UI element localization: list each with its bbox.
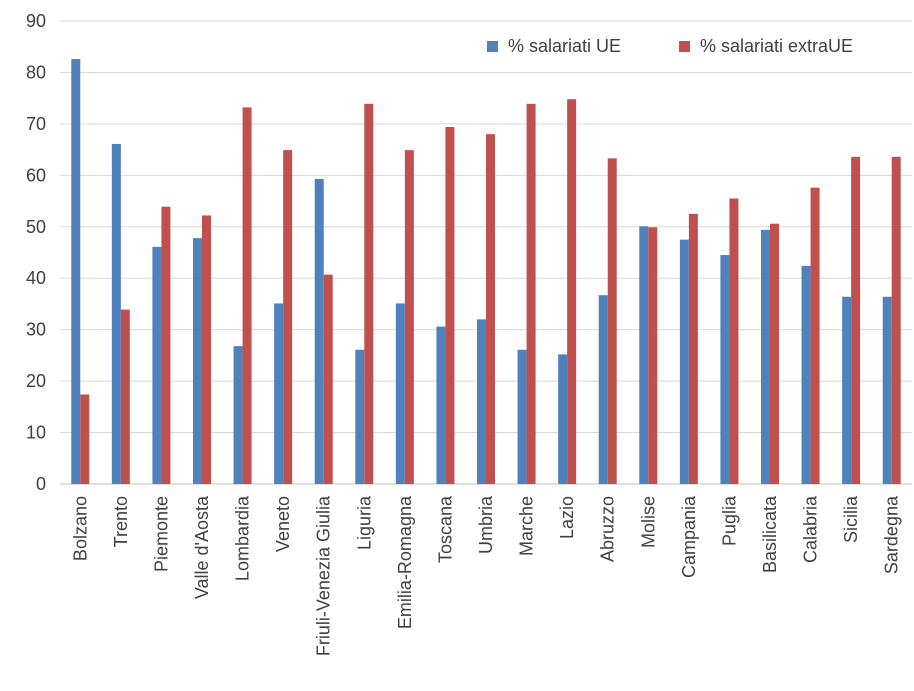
y-tick-label: 10 xyxy=(26,423,46,443)
x-category-label: Piemonte xyxy=(151,496,171,572)
bar-ue-1 xyxy=(111,143,121,485)
y-tick-label: 40 xyxy=(26,268,46,288)
bar-extraue-19 xyxy=(851,156,861,484)
bar-extraue-16 xyxy=(729,198,739,484)
bar-extraue-4 xyxy=(242,107,252,484)
legend: % salariati UE % salariati extraUE xyxy=(487,36,853,56)
y-tick-label: 20 xyxy=(26,371,46,391)
bar-extraue-13 xyxy=(607,158,617,484)
bar-extraue-18 xyxy=(810,187,820,484)
y-tick-label: 0 xyxy=(36,474,46,494)
x-axis-category-labels: Bolzano Trento Piemonte Valle d'Aosta Lombar… xyxy=(70,495,901,656)
bar-extraue-7 xyxy=(364,103,374,484)
bar-ue-9 xyxy=(436,326,446,484)
y-tick-label: 80 xyxy=(26,62,46,82)
x-category-label: Puglia xyxy=(719,495,739,546)
bar-extraue-10 xyxy=(486,134,495,484)
bar-ue-16 xyxy=(720,255,730,484)
x-category-label: Bolzano xyxy=(70,496,90,561)
x-category-label: Calabria xyxy=(801,495,821,563)
y-tick-label: 60 xyxy=(26,165,46,185)
bar-extraue-2 xyxy=(161,206,171,484)
x-category-label: Lombardia xyxy=(233,495,253,581)
x-category-label: Umbria xyxy=(476,495,496,554)
bar-extraue-0 xyxy=(80,394,90,484)
y-tick-label: 90 xyxy=(26,11,46,31)
bar-extraue-11 xyxy=(526,103,536,484)
bar-ue-13 xyxy=(598,295,608,484)
y-tick-label: 50 xyxy=(26,217,46,237)
bar-ue-6 xyxy=(314,178,324,484)
bar-extraue-20 xyxy=(891,156,901,484)
bar-ue-8 xyxy=(395,303,405,484)
bar-ue-4 xyxy=(233,346,243,484)
x-category-label: Sardegna xyxy=(882,495,902,574)
x-category-label: Basilicata xyxy=(760,495,780,573)
x-category-label: Liguria xyxy=(354,495,374,550)
bar-extraue-14 xyxy=(648,227,658,484)
x-category-label: Friuli-Venezia Giulia xyxy=(314,495,334,656)
bar-ue-10 xyxy=(477,319,486,484)
bar-ue-11 xyxy=(517,349,527,484)
bar-ue-14 xyxy=(639,226,649,484)
legend-swatch-extraue xyxy=(679,41,690,52)
x-category-label: Sicilia xyxy=(841,495,861,543)
bar-ue-18 xyxy=(801,265,811,484)
bar-ue-2 xyxy=(152,246,162,484)
bar-extraue-6 xyxy=(323,274,333,484)
bar-ue-12 xyxy=(558,354,568,484)
x-category-label: Campania xyxy=(679,495,699,578)
y-tick-label: 30 xyxy=(26,320,46,340)
y-axis-tick-labels: 0 10 20 30 40 50 60 70 80 90 xyxy=(26,11,46,494)
bar-ue-7 xyxy=(355,349,365,484)
x-category-label: Lazio xyxy=(557,496,577,539)
bar-ue-5 xyxy=(274,303,284,484)
x-category-label: Abruzzo xyxy=(598,496,618,562)
bar-extraue-9 xyxy=(445,126,455,484)
bars xyxy=(71,59,901,485)
bar-ue-20 xyxy=(882,296,892,484)
legend-swatch-ue xyxy=(487,41,498,52)
x-category-label: Veneto xyxy=(273,496,293,552)
bar-ue-3 xyxy=(193,238,202,484)
bar-ue-15 xyxy=(679,239,689,484)
bar-ue-19 xyxy=(842,296,852,484)
bar-extraue-5 xyxy=(283,150,293,484)
bar-extraue-17 xyxy=(770,223,779,485)
bar-extraue-3 xyxy=(202,215,211,484)
x-category-label: Molise xyxy=(638,496,658,548)
bar-extraue-1 xyxy=(120,309,130,484)
bar-ue-17 xyxy=(761,229,770,484)
bar-extraue-8 xyxy=(404,150,414,484)
bar-extraue-15 xyxy=(688,213,698,484)
y-tick-label: 70 xyxy=(26,114,46,134)
legend-label-ue: % salariati UE xyxy=(508,36,621,56)
x-category-label: Emilia-Romagna xyxy=(395,495,415,629)
legend-label-extraue: % salariati extraUE xyxy=(700,36,853,56)
bar-extraue-12 xyxy=(567,99,577,484)
x-category-label: Toscana xyxy=(435,495,455,563)
x-category-label: Marche xyxy=(517,496,537,556)
x-category-label: Trento xyxy=(111,496,131,547)
bar-ue-0 xyxy=(71,59,81,485)
x-category-label: Valle d'Aosta xyxy=(192,495,212,599)
